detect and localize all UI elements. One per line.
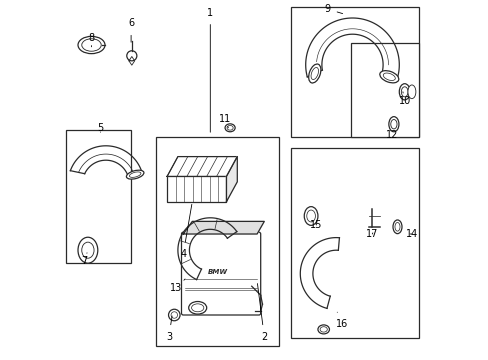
FancyBboxPatch shape	[181, 232, 260, 315]
Ellipse shape	[126, 170, 143, 179]
Ellipse shape	[310, 67, 318, 80]
Polygon shape	[226, 157, 237, 202]
Ellipse shape	[320, 327, 326, 332]
Text: 17: 17	[366, 229, 378, 239]
Ellipse shape	[191, 304, 203, 312]
Text: 4: 4	[180, 204, 191, 259]
Ellipse shape	[390, 120, 396, 129]
Circle shape	[126, 51, 137, 61]
Ellipse shape	[317, 325, 329, 334]
Ellipse shape	[306, 210, 315, 222]
Text: 10: 10	[398, 92, 410, 106]
Ellipse shape	[129, 172, 141, 177]
Polygon shape	[183, 221, 264, 234]
Text: 14: 14	[405, 229, 417, 239]
Ellipse shape	[81, 39, 101, 51]
Circle shape	[171, 312, 177, 318]
Ellipse shape	[407, 85, 415, 99]
Ellipse shape	[383, 73, 394, 81]
Text: 5: 5	[97, 123, 103, 133]
Ellipse shape	[226, 125, 233, 130]
Ellipse shape	[388, 117, 398, 132]
Text: 1: 1	[207, 8, 213, 132]
Ellipse shape	[304, 207, 317, 225]
Ellipse shape	[399, 84, 409, 100]
Text: 15: 15	[310, 220, 322, 230]
Text: 8: 8	[88, 33, 94, 47]
Bar	[350, 43, 418, 137]
Ellipse shape	[394, 222, 399, 231]
Text: BMW: BMW	[207, 269, 227, 275]
Text: 7: 7	[81, 253, 87, 266]
Text: 3: 3	[165, 316, 172, 342]
Bar	[291, 148, 418, 338]
Text: 12: 12	[385, 130, 397, 140]
Text: 13: 13	[170, 279, 185, 293]
Bar	[167, 176, 226, 202]
Circle shape	[168, 309, 180, 321]
Bar	[291, 7, 418, 137]
Text: 2: 2	[257, 284, 267, 342]
Ellipse shape	[392, 220, 401, 234]
Text: 9: 9	[324, 4, 342, 14]
Text: 16: 16	[335, 312, 347, 329]
Bar	[66, 130, 131, 263]
Bar	[156, 137, 278, 346]
Ellipse shape	[379, 71, 398, 83]
Ellipse shape	[78, 36, 105, 54]
Text: 11: 11	[218, 114, 230, 128]
Ellipse shape	[81, 242, 94, 258]
Polygon shape	[167, 157, 237, 176]
Ellipse shape	[401, 87, 407, 97]
Text: 6: 6	[128, 18, 134, 42]
Ellipse shape	[224, 124, 235, 132]
Ellipse shape	[78, 237, 98, 263]
Ellipse shape	[188, 302, 206, 314]
Ellipse shape	[308, 64, 320, 83]
